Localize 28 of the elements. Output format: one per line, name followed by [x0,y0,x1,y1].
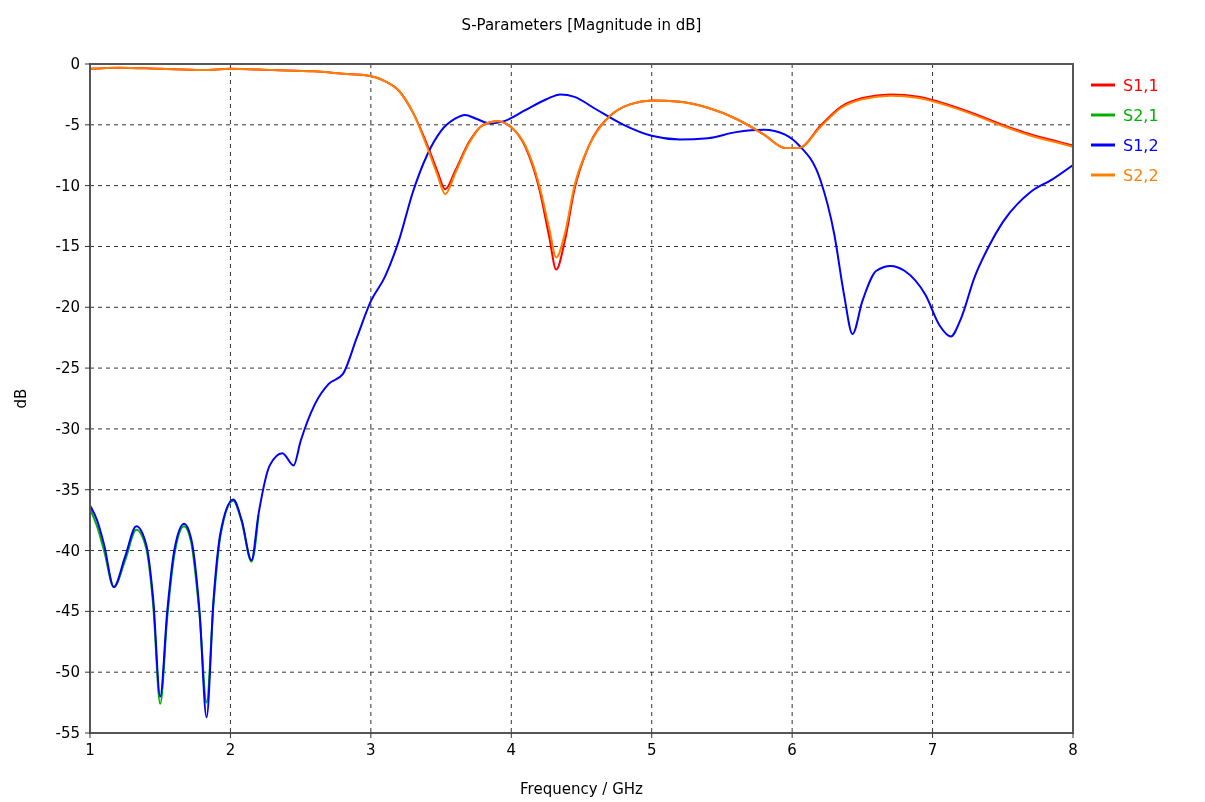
x-tick-label: 6 [787,741,797,759]
x-tick-label: 2 [225,741,236,759]
x-tick-label: 1 [85,741,95,759]
y-tick-label: -50 [55,663,80,682]
legend-label: S1,1 [1123,76,1159,95]
x-tick-label: 5 [646,741,657,759]
x-tick-label: 4 [506,741,517,759]
x-tick-label: 3 [366,741,376,759]
line-series [90,93,1073,719]
legend-label: S1,2 [1123,136,1159,155]
y-tick-label: 0 [70,55,80,73]
y-axis-title: dB [12,388,30,409]
legend-label: S2,1 [1123,106,1159,125]
y-tick-label: -25 [55,359,80,378]
y-tick-label: -55 [55,724,80,742]
y-tick-label: -10 [55,176,80,195]
y-tick-label: -30 [55,419,80,438]
x-axis-title: Frequency / GHz [520,780,644,798]
y-tick-label: -5 [65,115,80,134]
y-tick-label: -40 [55,541,80,560]
y-tick-label: -15 [55,237,80,256]
y-tick-label: -35 [55,480,80,499]
chart-title: S-Parameters [Magnitude in dB] [461,16,702,34]
x-tick-label: 8 [1068,741,1078,759]
x-tick-label: 7 [927,741,938,759]
y-tick-label: -20 [55,298,80,317]
legend-label: S2,2 [1123,166,1159,185]
y-tick-label: -45 [55,602,80,621]
